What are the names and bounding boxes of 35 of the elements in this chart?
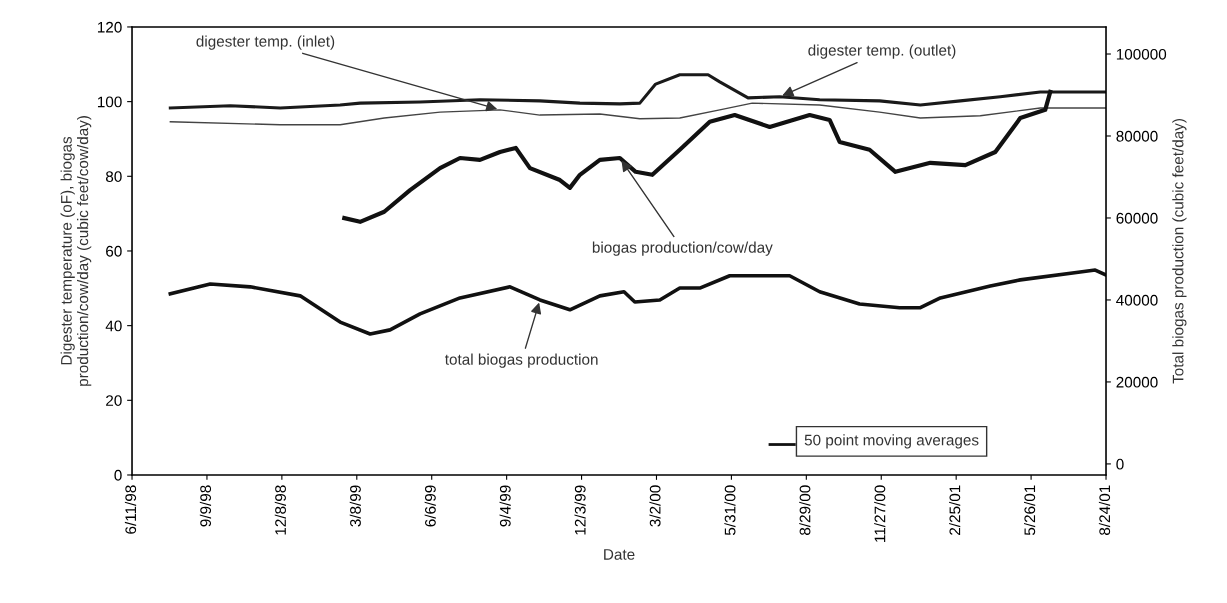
x-tick-label: 3/8/99 xyxy=(349,485,361,527)
y2-tick-label: 0 xyxy=(1116,458,1124,470)
y-tick-label: 0 xyxy=(114,469,122,481)
x-tick-label: 8/29/00 xyxy=(799,485,811,536)
x-tick-label: 12/3/99 xyxy=(574,485,586,535)
y-tick-label: 80 xyxy=(105,171,122,182)
x-tick-label: 11/27/00 xyxy=(874,485,886,542)
x-tick-label: 2/25/01 xyxy=(949,485,961,535)
y2-tick-label: 20000 xyxy=(1116,376,1158,388)
y2-tick-label: 100000 xyxy=(1116,48,1167,60)
annotation: 50 point moving averages xyxy=(804,434,979,449)
y-tick-label: 100 xyxy=(97,96,122,108)
text: total biogas production xyxy=(444,353,598,368)
y-axis-title: Digester temperature (oF), biogas production/cow/day (cubic feet/cow/day) xyxy=(60,116,92,386)
y-tick-label: 120 xyxy=(97,21,122,33)
x-tick-label: 3/2/00 xyxy=(649,485,661,527)
y2-tick-label: 80000 xyxy=(1116,130,1158,142)
x-tick-label: 5/26/01 xyxy=(1023,485,1036,536)
y-tick-label: 60 xyxy=(106,245,122,257)
y-tick-label: 20 xyxy=(106,395,122,406)
text: biogas production/cow/day xyxy=(592,241,773,256)
x-tick-label: 9/4/99 xyxy=(499,485,511,527)
x-tick-label: 5/31/00 xyxy=(724,485,736,536)
x-axis-title: Date xyxy=(604,549,635,560)
x-tick-label: 6/6/99 xyxy=(424,485,436,527)
x-tick-label: 9/9/98 xyxy=(199,485,212,527)
y2-tick-label: 40000 xyxy=(1116,294,1158,306)
y-tick-label: 40 xyxy=(105,320,122,332)
x-tick-label: 8/24/01 xyxy=(1098,485,1111,536)
x-tick-label: 12/8/98 xyxy=(274,485,286,535)
text: digester temp. (outlet) xyxy=(808,44,956,59)
y2-axis-title: Total biogas production (cubic feet/day) xyxy=(1172,119,1187,384)
text: digester temp. (inlet) xyxy=(196,35,335,50)
x-tick-label: 6/11/98 xyxy=(124,485,137,534)
y2-tick-label: 60000 xyxy=(1116,212,1158,224)
